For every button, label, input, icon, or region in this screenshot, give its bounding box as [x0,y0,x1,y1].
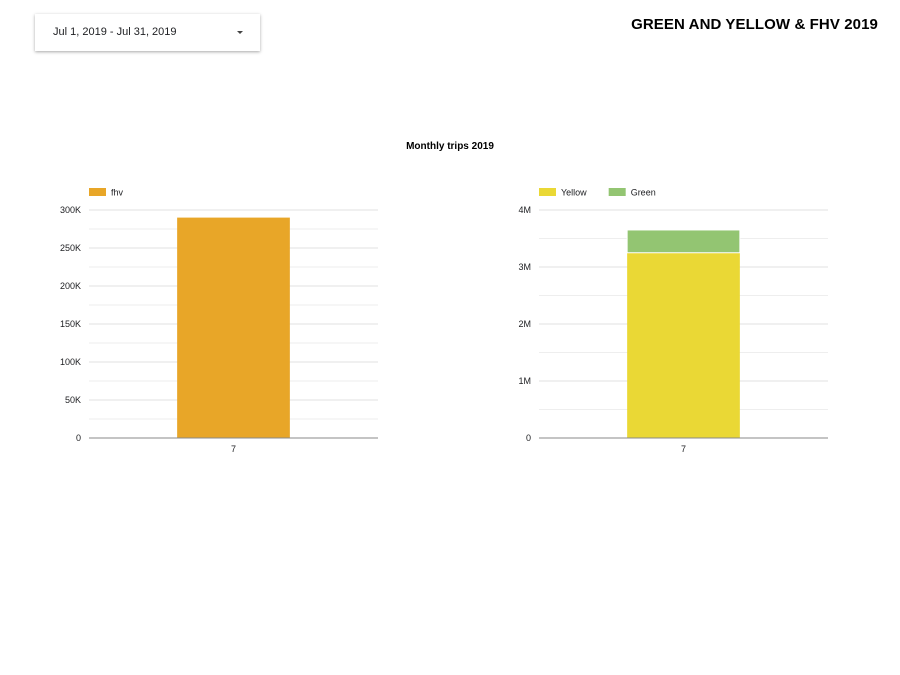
yg-legend-label-0: Yellow [561,188,587,198]
yg-ytick-label: 4M [518,205,531,215]
yg-ytick-label: 2M [518,319,531,329]
fhv-ytick-label: 200K [60,281,81,291]
yg-legend-swatch-1 [608,188,626,196]
yg-ytick-label: 1M [518,376,531,386]
yg-bar-yellow [627,252,740,438]
date-range-picker[interactable]: Jul 1, 2019 - Jul 31, 2019 [35,14,260,51]
caret-down-icon[interactable] [237,31,243,34]
fhv-bar-fhv [177,217,290,438]
fhv-ytick-label: 250K [60,243,81,253]
yg-legend-swatch-0 [539,188,556,196]
fhv-ytick-label: 50K [65,395,81,405]
yg-ytick-label: 3M [518,262,531,272]
chart-title: Monthly trips 2019 [406,141,494,152]
fhv-ytick-label: 150K [60,319,81,329]
fhv-ytick-label: 100K [60,357,81,367]
yg-legend-label-1: Green [631,188,656,198]
yg-xtick-label: 7 [681,444,686,454]
fhv-bar-chart: fhv 0 50K 100K 150K 200K 250K 300K 7 [60,188,378,454]
yg-ytick-label: 0 [526,433,531,443]
report-title: GREEN AND YELLOW & FHV 2019 [631,16,878,33]
fhv-legend-label-0: fhv [111,188,124,198]
fhv-legend-swatch-0 [89,188,106,196]
fhv-ytick-label: 300K [60,205,81,215]
yg-bar-green [626,229,741,254]
fhv-xtick-label: 7 [231,444,236,454]
yellow-green-bar-chart: Yellow Green 0 1M 2M 3M 4M 7 [518,188,828,454]
fhv-ytick-label: 0 [76,433,81,443]
date-range-text: Jul 1, 2019 - Jul 31, 2019 [53,26,177,38]
